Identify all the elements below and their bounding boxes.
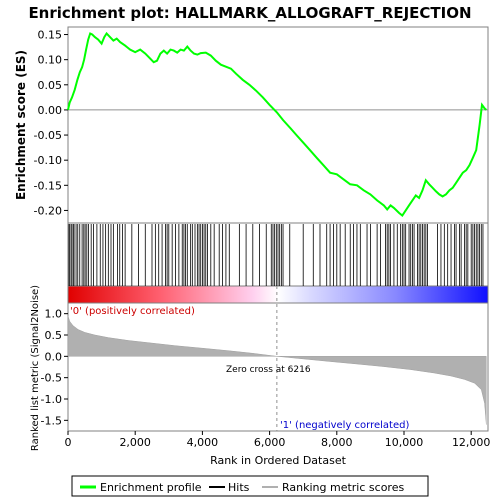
x-tick-label: 0	[65, 436, 72, 449]
es-y-axis: 0.15 0.10 0.05 0.00 -0.05 -0.10 -0.15 -0.20	[34, 29, 488, 217]
metric-y-tick-label: 0.0	[45, 350, 63, 363]
es-y-tick-label: 0.05	[38, 79, 63, 92]
positive-correlation-label: '0' (positively correlated)	[70, 306, 195, 317]
hit-marks	[68, 224, 484, 286]
chart-title: Enrichment plot: HALLMARK_ALLOGRAFT_REJE…	[28, 4, 471, 22]
x-tick-label: 12,000	[452, 436, 491, 449]
x-axis: 0 2,000 4,000 6,000 8,000 10,000 12,000	[65, 431, 491, 449]
es-y-tick-label: 0.10	[38, 54, 63, 67]
es-y-tick-label: -0.05	[34, 129, 62, 142]
x-tick-label: 4,000	[187, 436, 219, 449]
es-y-tick-label: -0.20	[34, 204, 62, 217]
rank-color-bar	[67, 285, 489, 304]
x-tick-label: 6,000	[254, 436, 286, 449]
zero-cross-label: Zero cross at 6216	[226, 365, 311, 375]
es-y-axis-title: Enrichment score (ES)	[14, 50, 28, 200]
x-tick-label: 2,000	[119, 436, 151, 449]
legend-label-ranking-metric: Ranking metric scores	[282, 481, 404, 494]
legend-label-enrichment-profile: Enrichment profile	[100, 481, 202, 494]
es-y-tick-label: -0.15	[34, 179, 62, 192]
legend-frame	[71, 475, 429, 497]
metric-y-tick-label: -1.5	[41, 414, 62, 427]
es-series	[67, 31, 487, 217]
es-y-tick-label: 0.00	[38, 104, 63, 117]
metric-y-axis-title: Ranked list metric (Signal2Noise)	[30, 285, 41, 451]
metric-y-axis: 1.0 0.5 0.0 -0.5 -1.0 -1.5	[41, 308, 68, 427]
x-tick-label: 8,000	[321, 436, 353, 449]
metric-y-tick-label: 0.5	[45, 329, 63, 342]
x-tick-label: 10,000	[385, 436, 424, 449]
es-y-tick-label: 0.15	[38, 29, 63, 42]
es-y-tick-label: -0.10	[34, 154, 62, 167]
metric-y-tick-label: -0.5	[41, 372, 62, 385]
negative-correlation-label: '1' (negatively correlated)	[280, 420, 409, 431]
es-panel-frame	[67, 26, 489, 224]
metric-y-tick-label: 1.0	[45, 308, 63, 321]
metric-y-tick-label: -1.0	[41, 393, 62, 406]
metric-area	[67, 315, 487, 425]
legend-label-hits: Hits	[228, 481, 250, 494]
metric-series	[67, 286, 487, 431]
x-axis-title: Rank in Ordered Dataset	[210, 454, 347, 467]
es-line	[67, 31, 487, 217]
